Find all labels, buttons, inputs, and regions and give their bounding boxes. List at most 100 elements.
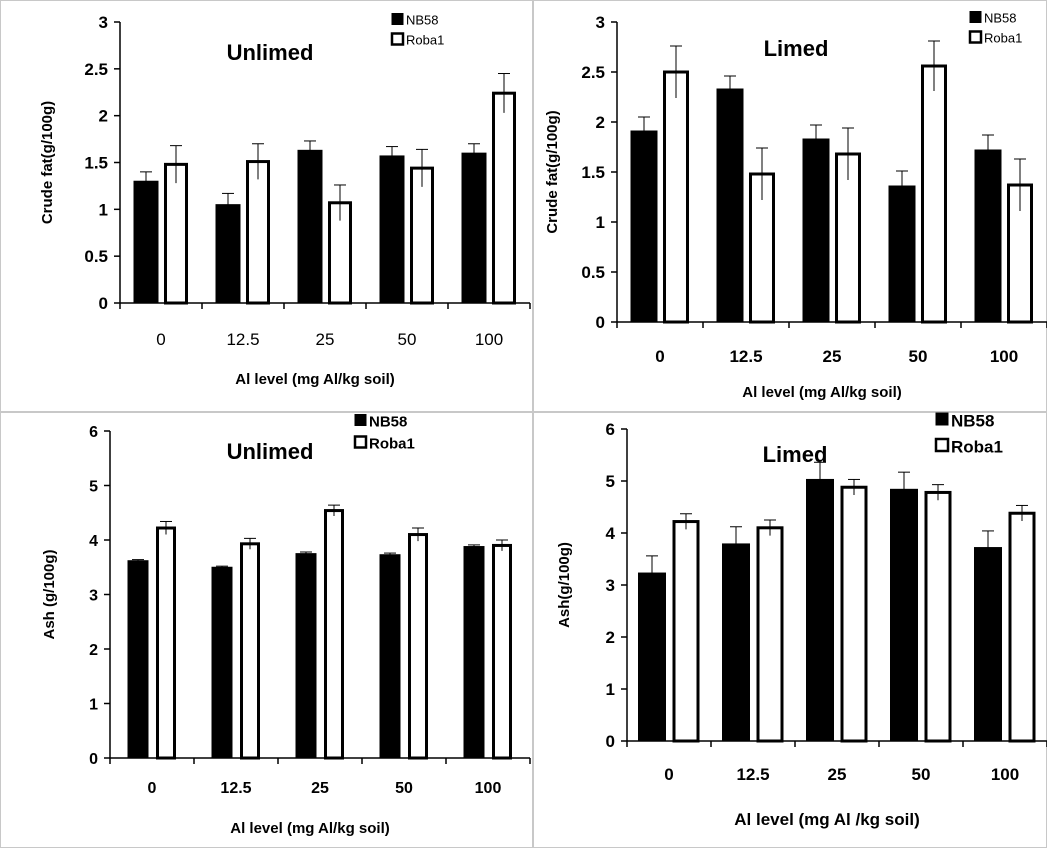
x-tick-label: 12.5: [729, 347, 762, 366]
legend-label-nb58: NB58: [406, 13, 439, 28]
y-tick-label: 1: [89, 697, 98, 714]
bar-nb58-0: [630, 130, 658, 323]
bar-roba1-1: [240, 542, 260, 760]
bar-nb58-1: [215, 204, 241, 304]
x-tick-label: 50: [395, 780, 413, 797]
y-tick-label: 0: [596, 313, 605, 332]
chart-svg: 0 1 2 3 4 5 6 0 12.5 25 50 100 Unlimed Al level (mg A…: [0, 412, 533, 848]
bar-nb58-0: [133, 180, 159, 304]
bar-nb58-3: [890, 488, 918, 742]
bar-roba1-3: [410, 166, 434, 305]
x-tick-label: 25: [828, 765, 847, 784]
bar-nb58-4: [974, 149, 1002, 323]
x-axis-label: Al level (mg Al /kg soil): [734, 810, 919, 829]
chart-title: Limed: [763, 442, 828, 467]
bar-roba1-0: [672, 520, 700, 743]
y-tick-label: 1: [99, 200, 108, 219]
chart-title: Limed: [764, 36, 829, 61]
bar-nb58-4: [461, 152, 487, 304]
y-tick-label: 3: [89, 588, 98, 605]
y-tick-label: 0: [606, 732, 615, 751]
legend-label-roba1: Roba1: [951, 438, 1003, 457]
legend-swatch-roba1: [968, 30, 983, 44]
bar-roba1-0: [663, 70, 689, 324]
legend-label-roba1: Roba1: [984, 31, 1022, 46]
y-tick-label: 2.5: [581, 63, 605, 82]
y-tick-label: 2.5: [84, 60, 108, 79]
x-tick-label: 100: [475, 330, 503, 349]
y-tick-label: 2: [606, 628, 615, 647]
legend-swatch-roba1: [934, 437, 950, 453]
x-tick-label: 12.5: [220, 780, 251, 797]
bar-roba1-4: [492, 91, 516, 305]
y-tick-label: 6: [606, 420, 615, 439]
legend-label-roba1: Roba1: [369, 436, 415, 453]
bar-nb58-2: [297, 149, 323, 304]
y-tick-label: 5: [89, 479, 98, 496]
chart-title: Unlimed: [227, 40, 314, 65]
y-tick-label: 0: [99, 294, 108, 313]
chart-title: Unlimed: [227, 439, 314, 464]
y-axis-label: Crude fat(g/100g): [39, 101, 56, 224]
y-tick-label: 2: [596, 113, 605, 132]
y-tick-label: 1: [596, 213, 605, 232]
x-tick-label: 100: [991, 765, 1019, 784]
bar-nb58-4: [974, 547, 1002, 742]
x-axis-label: Al level (mg Al/kg soil): [230, 820, 389, 837]
bar-roba1-2: [840, 485, 868, 743]
bar-roba1-4: [1008, 511, 1036, 743]
bar-nb58-1: [716, 88, 744, 323]
x-tick-label: 25: [311, 780, 329, 797]
legend-label-nb58: NB58: [951, 412, 994, 431]
bar-roba1-3: [408, 533, 428, 760]
bar-roba1-3: [921, 64, 947, 324]
legend-label-nb58: NB58: [984, 11, 1017, 26]
bar-nb58-4: [463, 546, 485, 759]
y-tick-label: 3: [596, 13, 605, 32]
y-tick-label: 0.5: [84, 247, 108, 266]
bar-nb58-1: [722, 543, 750, 742]
bar-nb58-2: [806, 478, 834, 742]
y-axis-label: Crude fat(g/100g): [544, 110, 561, 233]
x-tick-label: 0: [156, 330, 165, 349]
chart-svg: 0 0.5 1 1.5 2 2.5 3 0 12.5 25 50 100 Limed Al level (…: [533, 0, 1047, 412]
chart-svg: 0 1 2 3 4 5 6 0 12.5 25 50 100 Limed Al level (mg Al …: [533, 412, 1047, 848]
bar-nb58-3: [888, 185, 916, 323]
legend-swatch-nb58: [969, 11, 982, 23]
chart-panel-3: 0 1 2 3 4 5 6 0 12.5 25 50 100 Unlimed Al level (mg A…: [0, 412, 533, 848]
y-tick-label: 1.5: [84, 154, 108, 173]
x-tick-label: 50: [398, 330, 417, 349]
x-tick-label: 12.5: [226, 330, 259, 349]
x-tick-label: 100: [475, 780, 502, 797]
x-tick-label: 25: [823, 347, 842, 366]
y-tick-label: 1.5: [581, 163, 605, 182]
y-axis-label: Ash(g/100g): [556, 542, 573, 628]
legend-swatch-nb58: [391, 13, 404, 25]
y-tick-label: 0.5: [581, 263, 605, 282]
bar-roba1-1: [756, 526, 784, 743]
bar-nb58-2: [295, 553, 317, 759]
bar-nb58-0: [638, 572, 666, 742]
x-tick-label: 0: [664, 765, 673, 784]
legend-swatch-roba1: [390, 32, 405, 46]
x-tick-label: 25: [316, 330, 335, 349]
panel-border: [0, 0, 533, 412]
bar-nb58-2: [802, 138, 830, 323]
x-tick-label: 50: [909, 347, 928, 366]
x-tick-label: 0: [655, 347, 664, 366]
bar-nb58-1: [211, 566, 233, 759]
bar-nb58-3: [379, 155, 405, 304]
panel-border: [533, 0, 1047, 412]
y-tick-label: 6: [89, 424, 98, 441]
bar-roba1-1: [246, 160, 270, 305]
x-axis-label: Al level (mg Al/kg soil): [235, 371, 394, 388]
x-tick-label: 0: [148, 780, 157, 797]
chart-panel-1: 0 0.5 1 1.5 2 2.5 3 0 12.5 25 50 100 Unlimed Al level…: [0, 0, 533, 412]
y-tick-label: 4: [89, 533, 98, 550]
legend-swatch-nb58: [935, 412, 949, 426]
bar-roba1-2: [324, 509, 344, 760]
x-axis-label: Al level (mg Al/kg soil): [742, 384, 901, 401]
y-axis-label: Ash (g/100g): [41, 549, 58, 639]
y-tick-label: 3: [99, 13, 108, 32]
bar-roba1-0: [164, 162, 188, 305]
